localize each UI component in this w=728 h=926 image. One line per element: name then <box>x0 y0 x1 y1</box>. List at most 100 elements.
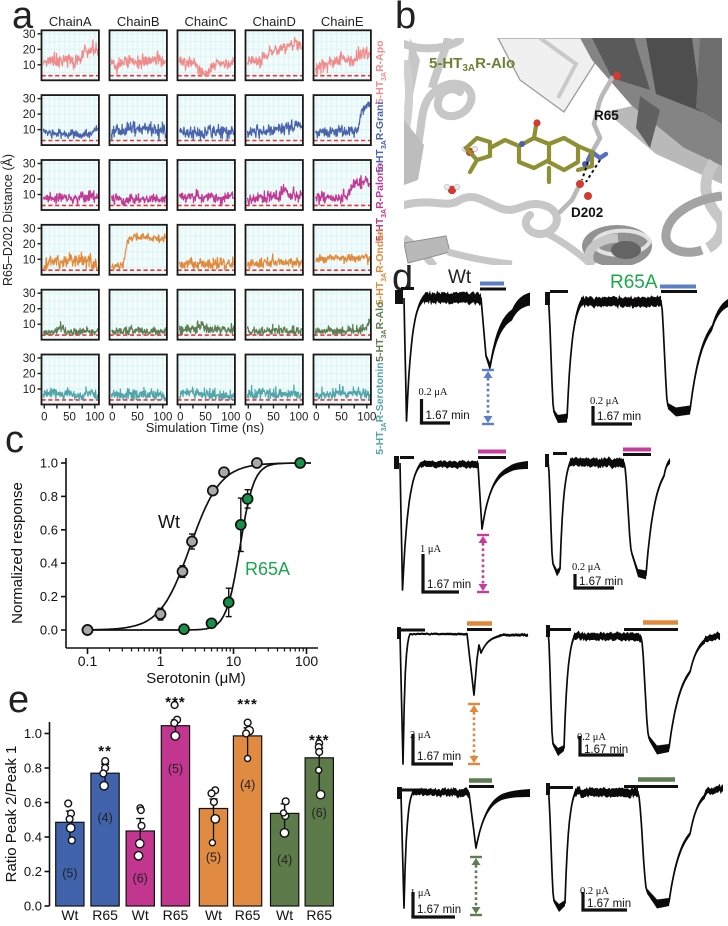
svg-text:1.67 min: 1.67 min <box>427 579 471 591</box>
svg-text:(5): (5) <box>168 762 183 776</box>
svg-text:1.67 min: 1.67 min <box>426 410 470 422</box>
svg-text:ChainD: ChainD <box>253 14 296 29</box>
svg-text:50: 50 <box>335 412 348 424</box>
svg-text:1.67 min: 1.67 min <box>417 751 461 763</box>
svg-text:1 μA: 1 μA <box>410 888 432 899</box>
svg-text:10: 10 <box>23 384 36 396</box>
svg-text:(6): (6) <box>312 806 327 820</box>
svg-text:0.8: 0.8 <box>24 761 42 776</box>
svg-text:e: e <box>8 679 29 721</box>
svg-text:1: 1 <box>157 653 165 669</box>
svg-text:100: 100 <box>357 412 376 424</box>
svg-text:5-HT3AR-Alo: 5-HT3AR-Alo <box>429 55 515 74</box>
svg-text:Wt: Wt <box>158 512 180 532</box>
svg-text:0: 0 <box>313 412 319 424</box>
svg-text:0.0: 0.0 <box>40 623 58 638</box>
svg-text:c: c <box>5 419 24 461</box>
svg-text:Wt: Wt <box>205 907 222 923</box>
svg-text:b: b <box>395 0 416 37</box>
svg-text:50: 50 <box>63 412 76 424</box>
svg-text:10: 10 <box>23 254 36 266</box>
svg-text:5-HT3AR-Ondan: 5-HT3AR-Ondan <box>374 228 388 305</box>
svg-text:10: 10 <box>23 190 36 202</box>
svg-text:1.67 min: 1.67 min <box>579 576 623 588</box>
svg-text:30: 30 <box>23 353 36 365</box>
svg-text:0.0: 0.0 <box>24 899 42 914</box>
svg-text:20: 20 <box>23 44 36 56</box>
svg-text:10: 10 <box>23 125 36 137</box>
svg-text:0.2 μA: 0.2 μA <box>419 387 448 398</box>
svg-text:Wt: Wt <box>61 907 78 923</box>
svg-text:30: 30 <box>23 29 36 41</box>
svg-text:100: 100 <box>221 412 240 424</box>
svg-text:1.0: 1.0 <box>40 456 58 471</box>
svg-text:(4): (4) <box>277 853 292 867</box>
svg-text:Ratio Peak 2/Peak 1: Ratio Peak 2/Peak 1 <box>3 746 20 883</box>
svg-text:***: *** <box>309 732 330 749</box>
svg-text:50: 50 <box>267 412 280 424</box>
svg-text:30: 30 <box>23 288 36 300</box>
svg-text:0.2: 0.2 <box>24 864 42 879</box>
svg-text:1.67 min: 1.67 min <box>597 411 641 423</box>
svg-text:Wt: Wt <box>448 267 472 288</box>
svg-text:Serotonin (μM): Serotonin (μM) <box>146 670 246 687</box>
svg-text:**: ** <box>98 743 112 760</box>
svg-text:D202: D202 <box>571 205 603 220</box>
svg-text:0: 0 <box>109 412 115 424</box>
svg-text:5-HT3AR-Grani: 5-HT3AR-Grani <box>374 102 388 173</box>
svg-text:R65A: R65A <box>245 559 290 579</box>
svg-text:R65: R65 <box>92 907 118 923</box>
svg-text:0.6: 0.6 <box>24 795 42 810</box>
svg-text:20: 20 <box>23 239 36 251</box>
svg-text:10: 10 <box>23 60 36 72</box>
svg-text:5-HT3AR-Serotonin: 5-HT3AR-Serotonin <box>374 362 388 454</box>
svg-text:0.2 μA: 0.2 μA <box>590 396 619 407</box>
svg-text:(6): (6) <box>133 872 148 886</box>
svg-text:(4): (4) <box>240 778 255 792</box>
svg-text:2 μA: 2 μA <box>410 730 432 741</box>
svg-text:50: 50 <box>199 412 212 424</box>
svg-text:0.2 μA: 0.2 μA <box>577 732 606 743</box>
svg-text:ChainE: ChainE <box>321 14 364 29</box>
svg-text:0.2: 0.2 <box>40 589 58 604</box>
svg-text:20: 20 <box>23 174 36 186</box>
svg-text:0: 0 <box>177 412 183 424</box>
svg-text:Wt: Wt <box>132 907 149 923</box>
svg-text:30: 30 <box>23 223 36 235</box>
svg-text:1.0: 1.0 <box>24 726 42 741</box>
svg-text:R65: R65 <box>594 108 619 123</box>
svg-text:R65A: R65A <box>610 272 658 293</box>
svg-text:30: 30 <box>23 159 36 171</box>
svg-text:0.2 μA: 0.2 μA <box>580 886 609 897</box>
svg-text:Wt: Wt <box>276 907 293 923</box>
svg-text:a: a <box>12 0 34 37</box>
svg-text:50: 50 <box>131 412 144 424</box>
svg-text:Simulation Time (ns): Simulation Time (ns) <box>146 420 264 435</box>
svg-text:1.67 min: 1.67 min <box>587 898 631 910</box>
svg-text:0: 0 <box>245 412 251 424</box>
svg-text:***: *** <box>237 696 258 713</box>
svg-text:0.6: 0.6 <box>40 522 58 537</box>
svg-text:10: 10 <box>23 319 36 331</box>
svg-text:100: 100 <box>295 653 319 669</box>
svg-text:1 μA: 1 μA <box>420 544 442 555</box>
svg-text:0.4: 0.4 <box>24 830 42 845</box>
svg-text:R65–D202 Distance (Å): R65–D202 Distance (Å) <box>0 154 15 286</box>
svg-text:(5): (5) <box>62 867 77 881</box>
svg-text:Normalized response: Normalized response <box>9 482 26 624</box>
svg-text:ChainC: ChainC <box>185 14 228 29</box>
svg-text:10: 10 <box>226 653 242 669</box>
svg-text:R65: R65 <box>163 907 189 923</box>
svg-text:30: 30 <box>23 94 36 106</box>
svg-text:(5): (5) <box>206 850 221 864</box>
svg-text:(4): (4) <box>97 811 112 825</box>
svg-text:20: 20 <box>23 369 36 381</box>
svg-text:100: 100 <box>153 412 172 424</box>
svg-text:0.8: 0.8 <box>40 489 58 504</box>
svg-text:R65: R65 <box>235 907 261 923</box>
svg-text:R65: R65 <box>306 907 332 923</box>
svg-text:0.2 μA: 0.2 μA <box>572 562 601 573</box>
svg-text:20: 20 <box>23 304 36 316</box>
svg-text:5-HT3AR-Apo: 5-HT3AR-Apo <box>374 40 388 104</box>
svg-text:5-HT3AR-Alo: 5-HT3AR-Alo <box>374 302 388 362</box>
